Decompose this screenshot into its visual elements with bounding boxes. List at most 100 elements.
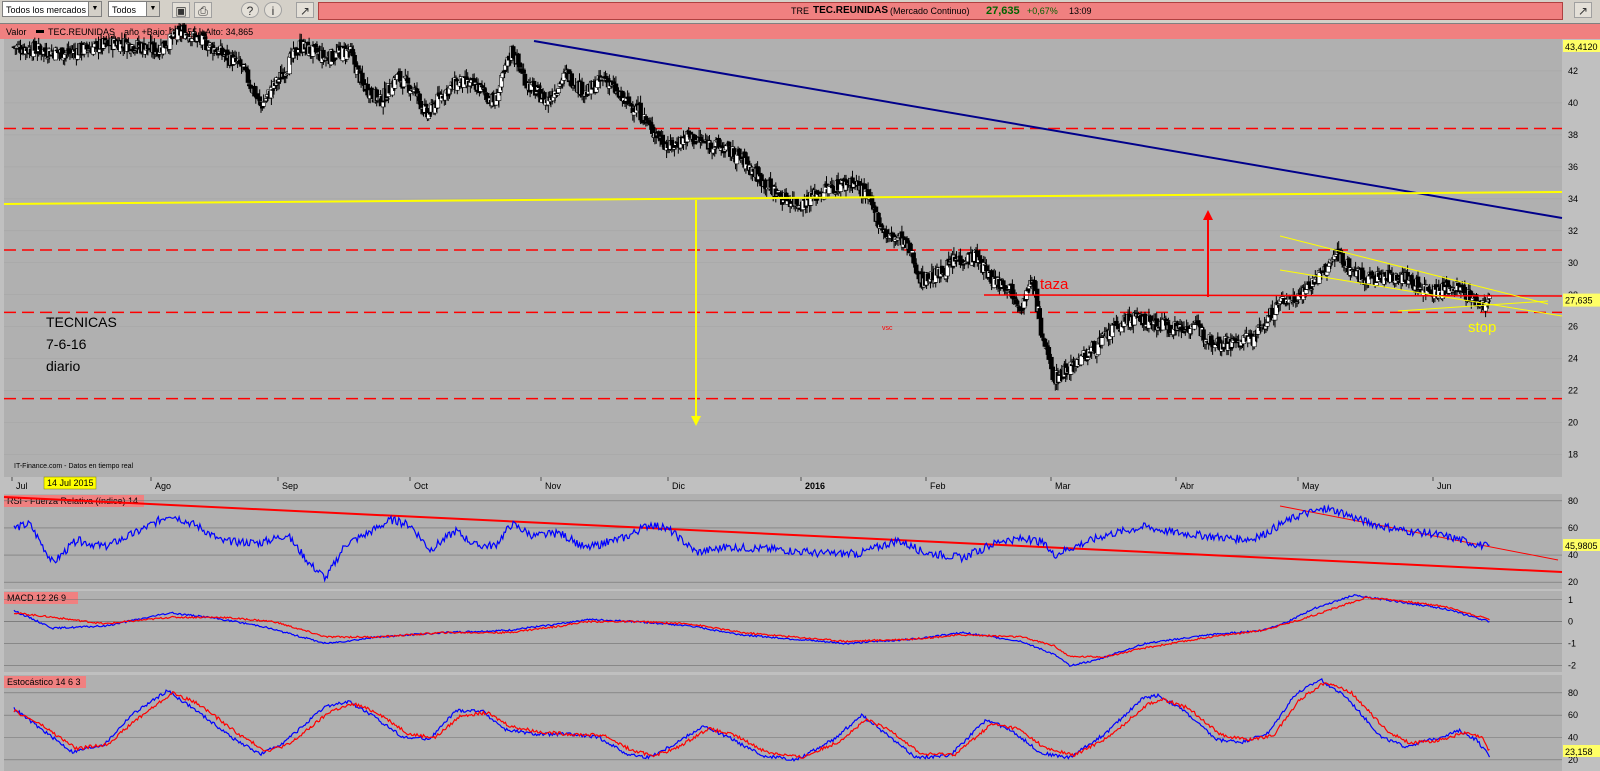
candle-body	[984, 265, 989, 272]
candle-body	[417, 93, 422, 101]
candle-body	[1294, 301, 1300, 304]
chart-edit-button[interactable]: ↗	[296, 2, 314, 18]
candle-body	[626, 96, 632, 105]
chart-settings-button[interactable]: ↗	[1574, 2, 1592, 18]
type-select[interactable]: Todos ▼	[108, 1, 160, 17]
candle-body	[978, 258, 984, 264]
candle-body	[1040, 333, 1045, 338]
candle-body	[1201, 329, 1206, 341]
quote-name: TEC.REUNIDAS	[813, 5, 889, 16]
stochastic-d-line	[13, 682, 1490, 759]
candle-body	[1079, 355, 1084, 366]
candle-body	[397, 71, 403, 82]
candle-body	[1012, 297, 1018, 300]
time-tick-label: Jun	[1437, 481, 1452, 491]
type-select-value: Todos	[112, 5, 137, 15]
candle-body	[344, 48, 350, 60]
arrow-up-icon	[1203, 210, 1213, 220]
wedge-upper-line	[1279, 235, 1549, 305]
quote-bar: TRE TEC.REUNIDAS (Mercado Continuo) 27,6…	[318, 2, 1563, 20]
price-tick-label: 22	[1568, 386, 1578, 396]
price-header-bar	[0, 24, 1600, 39]
candle-body	[712, 147, 718, 150]
candle-body	[427, 112, 433, 115]
candle-body	[768, 178, 773, 188]
help-button[interactable]: ?	[241, 2, 259, 18]
candle-body	[405, 77, 411, 84]
candle-body	[259, 106, 265, 109]
candle-body	[1327, 262, 1332, 267]
time-tick-label: Sep	[282, 481, 298, 491]
candle-body	[769, 184, 775, 187]
candle-body	[1462, 286, 1468, 294]
candle-body	[276, 79, 282, 83]
price-tick-label: 24	[1568, 354, 1578, 364]
stochastic-title-bg	[4, 676, 86, 688]
quote-price: 27,635	[986, 5, 1020, 17]
price-tick-label: 32	[1568, 226, 1578, 236]
candle-body	[152, 42, 157, 55]
time-tick-label: Oct	[414, 481, 429, 491]
candle-body	[313, 43, 318, 48]
data-source-label: IT-Finance.com - Datos en tiempo real	[14, 463, 133, 470]
candle-body	[257, 96, 263, 102]
candle-body	[708, 142, 714, 149]
time-axis	[0, 477, 1600, 494]
annotation-period: diario	[46, 358, 80, 374]
candle-body	[1095, 343, 1101, 355]
stochastic-k-line	[13, 678, 1491, 762]
indicator-tick-label: 20	[1568, 577, 1578, 587]
chevron-down-icon[interactable]: ▼	[146, 2, 159, 16]
price-tick-label: 36	[1568, 162, 1578, 172]
stochastic-pane	[4, 675, 1562, 771]
rsi-trendline-short	[1279, 505, 1559, 561]
candle-body	[270, 89, 276, 91]
time-tick-label: Feb	[930, 481, 946, 491]
candle-body	[380, 101, 386, 108]
candle-body	[1056, 375, 1062, 383]
indicator-tick-label: 80	[1568, 688, 1578, 698]
macd-title: MACD 12 26 9	[7, 593, 66, 603]
market-select[interactable]: Todos los mercados ▼	[2, 1, 102, 17]
time-tick-label: Mar	[1055, 481, 1071, 491]
candle-body	[201, 32, 207, 36]
stochastic-last-badge	[1563, 745, 1600, 757]
candle-body	[649, 124, 655, 134]
candle-body	[521, 69, 526, 74]
candle-body	[183, 32, 188, 39]
candle-body	[496, 92, 502, 101]
candle-body	[556, 88, 562, 94]
candle-body	[777, 192, 783, 197]
macd-title-bg	[4, 592, 78, 604]
candle-body	[200, 34, 205, 46]
price-tick-label: 18	[1568, 450, 1578, 460]
candle-body	[631, 111, 637, 116]
candle-body	[53, 47, 58, 61]
indicator-tick-label: 80	[1568, 496, 1578, 506]
candle-body	[643, 116, 649, 121]
annotation-vsc: vsc	[882, 325, 893, 332]
candle-body	[482, 88, 487, 93]
date-badge-text: 14 Jul 2015	[47, 478, 94, 488]
wedge-close-line	[1397, 300, 1549, 312]
candle-body	[691, 134, 697, 145]
toolbar: Todos los mercados ▼ Todos ▼ ▣ ⎙ ? i ↗ T…	[0, 0, 1600, 24]
candle-body	[97, 49, 103, 53]
chevron-down-icon[interactable]: ▼	[88, 2, 101, 16]
candle-body	[1415, 276, 1421, 291]
quote-change: +0,67%	[1027, 6, 1058, 16]
save-button[interactable]: ▣	[172, 2, 190, 18]
print-button[interactable]: ⎙	[194, 2, 212, 18]
stochastic-title: Estocástico 14 6 3	[7, 677, 81, 687]
candle-body	[1068, 361, 1074, 375]
candle-body	[1085, 357, 1091, 360]
candle-body	[595, 79, 601, 88]
candle-body	[84, 44, 90, 50]
candle-body	[982, 264, 988, 266]
rsi-last-badge	[1563, 539, 1600, 551]
candle-body	[269, 87, 274, 99]
time-tick-label: May	[1302, 481, 1320, 491]
macd-pane	[4, 591, 1562, 672]
info-button[interactable]: i	[264, 2, 282, 18]
help-icon: ?	[246, 4, 254, 18]
